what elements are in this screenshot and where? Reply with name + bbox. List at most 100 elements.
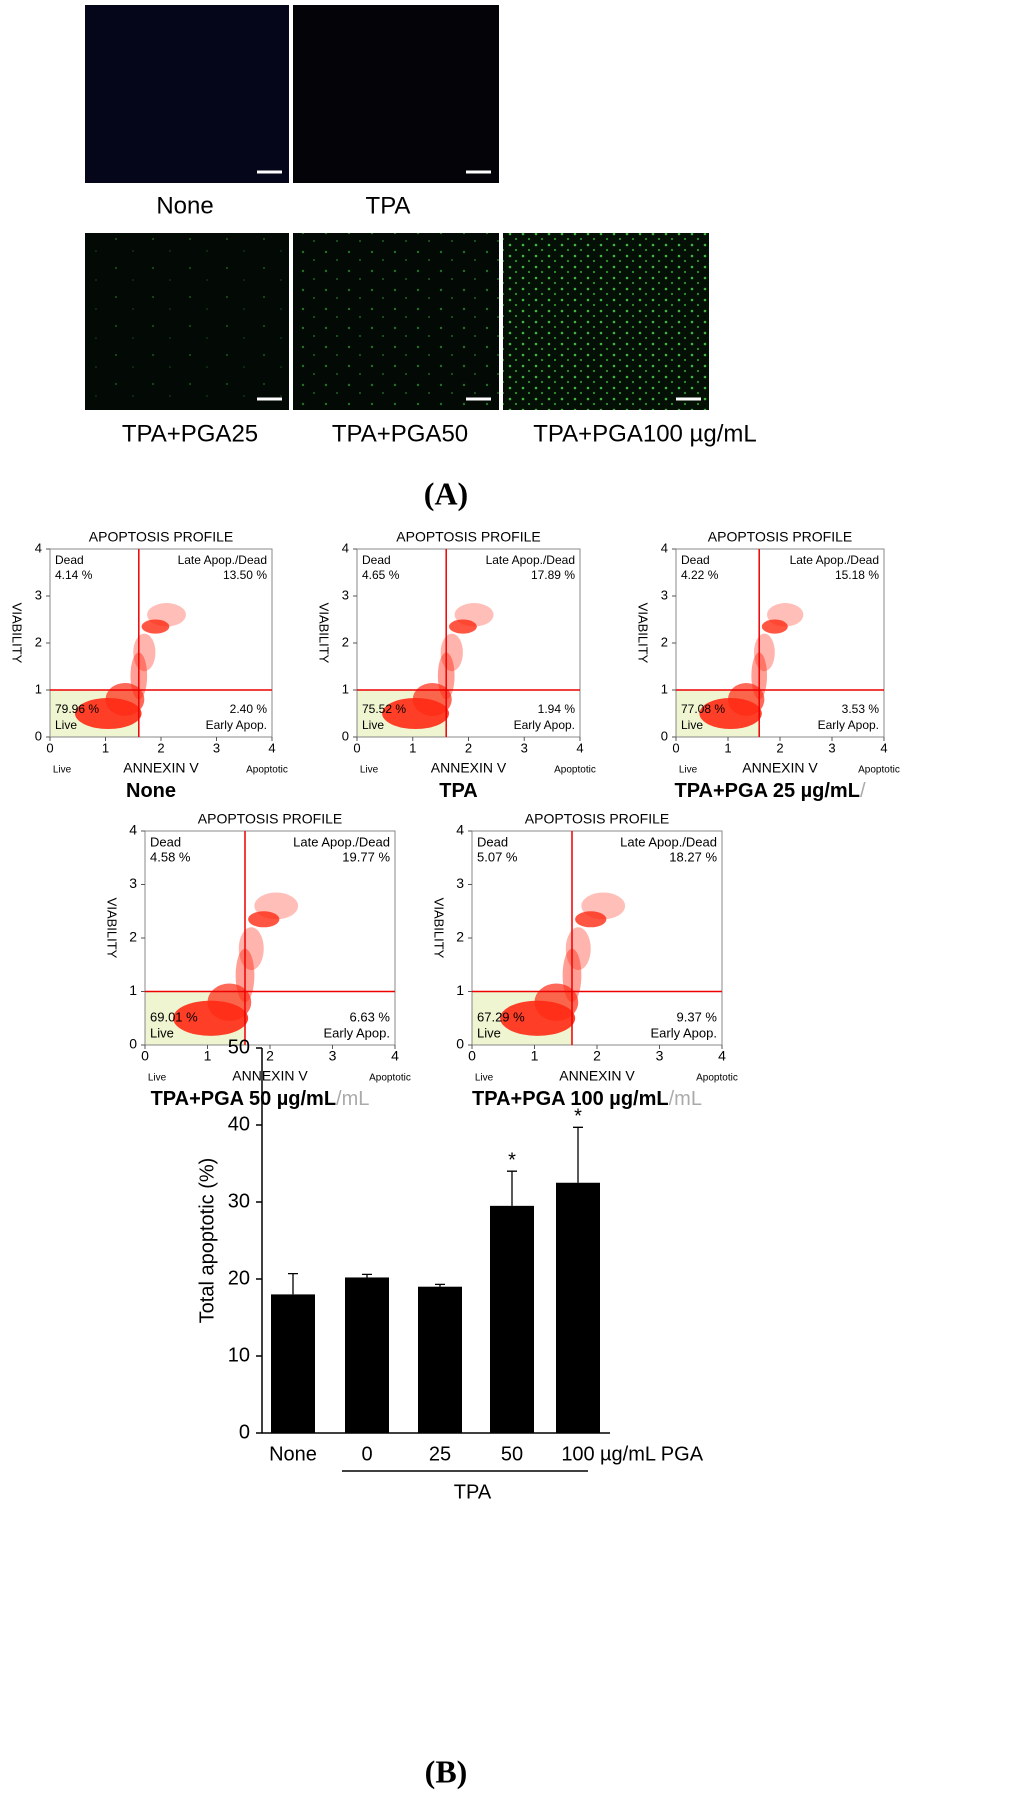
y-tick-label: 4 — [35, 540, 42, 555]
y-tick-label: 0 — [342, 728, 349, 743]
x-tick-label: 2 — [593, 1048, 601, 1064]
quadrant-label: Live — [150, 1025, 174, 1040]
x-end-label: Live — [679, 765, 698, 776]
x-tick-label: 0 — [353, 740, 360, 755]
bar — [345, 1277, 389, 1433]
quadrant-value: 4.22 % — [681, 568, 719, 582]
cell-cloud — [565, 927, 591, 971]
y-tick-label: 1 — [456, 982, 464, 998]
caption-text: TPA+PGA 100 µg/mL — [472, 1088, 669, 1110]
x-tick-label: 4 — [880, 740, 887, 755]
x-end-label: Apoptotic — [554, 765, 596, 776]
x-end-label: Apoptotic — [369, 1073, 411, 1084]
plot-caption: TPA+PGA 50 µg/mL/mL — [151, 1088, 370, 1110]
cell-cloud — [248, 911, 280, 928]
quadrant-value: 17.89 % — [531, 568, 575, 582]
quadrant-label: Early Apop. — [651, 1025, 718, 1040]
quadrant-label: Early Apop. — [818, 718, 879, 732]
quadrant-label: Early Apop. — [514, 718, 575, 732]
y-tick-label: 4 — [129, 822, 137, 838]
quadrant-value: 13.50 % — [223, 568, 267, 582]
caption-text: TPA+PGA 50 µg/mL — [151, 1088, 336, 1110]
error-bar — [435, 1283, 445, 1287]
x-axis-label: ANNEXIN V — [232, 1068, 308, 1084]
quadrant-value: 19.77 % — [342, 849, 390, 864]
x-tick-label: 3 — [521, 740, 528, 755]
quadrant-value: 1.94 % — [538, 702, 576, 716]
x-end-label: Live — [475, 1073, 494, 1084]
image-label: None — [156, 192, 213, 219]
quadrant-label: Live — [477, 1025, 501, 1040]
quadrant-label: Live — [681, 718, 703, 732]
quadrant-value: 18.27 % — [669, 849, 717, 864]
y-tick-label: 2 — [342, 634, 349, 649]
micrograph-signal — [85, 233, 289, 410]
error-bar — [507, 1170, 517, 1206]
cell-cloud — [440, 633, 463, 672]
error-bar — [288, 1272, 298, 1295]
quadrant-value: 79.96 % — [55, 702, 99, 716]
quadrant-value: 77.08 % — [681, 702, 725, 716]
x-tick-label: 1 — [204, 1048, 212, 1064]
image-label: TPA — [366, 192, 411, 219]
plot-caption: TPA+PGA 100 µg/mL/mL — [472, 1088, 702, 1110]
bar — [271, 1294, 315, 1433]
quadrant-value: 6.63 % — [350, 1009, 391, 1024]
bar — [490, 1205, 534, 1433]
y-tick-label: 1 — [35, 681, 42, 696]
y-axis-label: Total apoptotic (%) — [196, 1158, 218, 1324]
y-tick-label: 1 — [342, 681, 349, 696]
cell-cloud — [238, 927, 264, 971]
quadrant-label: Late Apop./Dead — [790, 553, 879, 567]
x-tick-label: 2 — [465, 740, 472, 755]
y-tick-label: 3 — [456, 875, 464, 891]
caption-text: TPA — [439, 780, 478, 802]
y-axis-label: VIABILITY — [636, 603, 651, 664]
quadrant-value: 15.18 % — [835, 568, 879, 582]
cell-cloud — [728, 682, 765, 716]
micrograph — [293, 5, 499, 183]
quadrant-label: Dead — [150, 834, 181, 849]
plot-caption: TPA+PGA 25 µg/mL/ — [674, 780, 865, 802]
quadrant-label: Early Apop. — [206, 718, 267, 732]
caption-extra: /mL — [669, 1088, 702, 1110]
y-tick-label: 0 — [456, 1036, 464, 1052]
quadrant-label: Late Apop./Dead — [293, 834, 390, 849]
x-tick-label: 1 — [531, 1048, 539, 1064]
y-tick-label: 3 — [661, 587, 668, 602]
quadrant-value: 3.53 % — [842, 702, 880, 716]
y-tick-label: 30 — [228, 1190, 250, 1212]
y-tick-label: 0 — [239, 1421, 250, 1443]
y-axis-label: VIABILITY — [105, 898, 120, 959]
micrograph-signal — [293, 233, 499, 410]
y-tick-label: 2 — [456, 929, 464, 945]
y-tick-label: 2 — [661, 634, 668, 649]
y-tick-label: 1 — [661, 681, 668, 696]
y-tick-label: 3 — [342, 587, 349, 602]
group-label: TPA — [454, 1481, 492, 1503]
micrograph-signal — [503, 233, 709, 410]
y-axis-label: VIABILITY — [10, 603, 25, 664]
x-tick-label: 3 — [329, 1048, 337, 1064]
y-tick-label: 0 — [35, 728, 42, 743]
y-tick-label: 3 — [129, 875, 137, 891]
x-tick-label: 4 — [718, 1048, 726, 1064]
x-end-label: Live — [53, 765, 72, 776]
cell-cloud — [207, 983, 252, 1021]
cell-cloud — [412, 682, 452, 716]
caption-text: None — [126, 780, 176, 802]
caption-text: TPA+PGA 25 µg/mL — [674, 780, 859, 802]
y-tick-label: 10 — [228, 1344, 250, 1366]
y-tick-label: 50 — [228, 1036, 250, 1058]
x-tick-label: 3 — [656, 1048, 664, 1064]
quadrant-label: Dead — [681, 553, 710, 567]
x-tick-label: 1 — [724, 740, 731, 755]
cell-cloud — [454, 603, 494, 627]
scale-bars — [257, 170, 701, 401]
y-tick-label: 4 — [342, 540, 349, 555]
plot-title: APOPTOSIS PROFILE — [396, 529, 540, 545]
quadrant-label: Late Apop./Dead — [178, 553, 267, 567]
cell-cloud — [448, 619, 477, 634]
y-tick-label: 20 — [228, 1267, 250, 1289]
x-axis-label: ANNEXIN V — [123, 760, 199, 776]
